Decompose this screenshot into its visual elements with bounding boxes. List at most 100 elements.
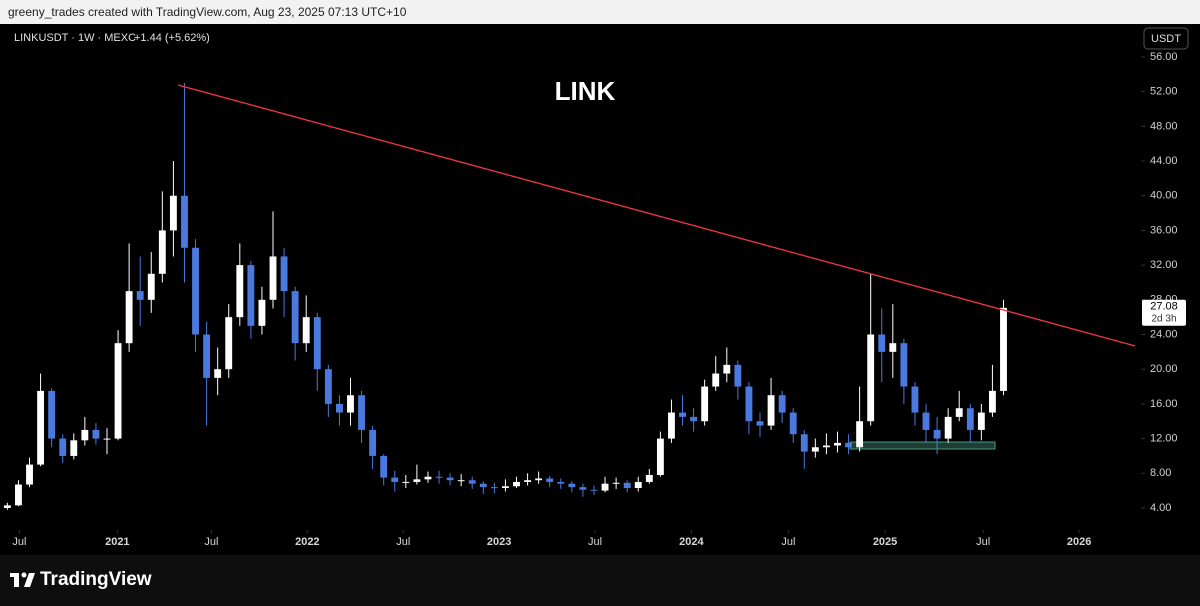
candle-body — [490, 487, 498, 489]
x-tick-label: 2022 — [295, 536, 319, 548]
candle-body — [524, 480, 532, 482]
currency-button[interactable] — [1143, 27, 1189, 50]
candle-body — [712, 373, 720, 387]
candle-body — [723, 364, 731, 374]
candle-body — [269, 256, 277, 300]
y-tick-label: 4.00 — [1150, 502, 1171, 514]
candle-body — [70, 440, 78, 456]
candle-body — [623, 482, 631, 489]
candle-body — [92, 429, 100, 439]
x-tick-label: 2021 — [105, 536, 129, 548]
candle-body — [435, 476, 443, 478]
candle-body — [656, 438, 664, 476]
candle-body — [225, 317, 233, 370]
y-tick-label: 20.00 — [1150, 363, 1178, 375]
candle-body — [988, 390, 996, 413]
candle-body — [103, 438, 111, 440]
x-tick-label: Jul — [204, 536, 218, 548]
change: +1.44 (+5.62%) — [134, 32, 210, 44]
currency[interactable]: USDT — [1151, 33, 1181, 45]
candle-body — [402, 481, 410, 483]
candle-body — [822, 445, 830, 448]
countdown: 2d 3h — [1151, 313, 1176, 324]
candle-body — [424, 476, 432, 480]
y-tick-label: 40.00 — [1150, 190, 1178, 202]
candle-body — [789, 412, 797, 435]
y-tick-label: 8.00 — [1150, 467, 1171, 479]
candle-body — [192, 247, 199, 335]
candle-body — [391, 477, 399, 482]
x-tick-label: Jul — [12, 536, 26, 548]
candle-body — [136, 291, 144, 300]
candle-body — [48, 390, 56, 439]
logo-part — [14, 573, 19, 587]
header-strip — [0, 0, 1200, 24]
candle-body — [679, 412, 686, 417]
candle-body — [668, 412, 675, 439]
candle-body — [169, 195, 177, 231]
x-tick-label: 2024 — [679, 536, 704, 548]
candle-body — [3, 505, 11, 508]
y-tick-label: 52.00 — [1150, 86, 1178, 98]
candle-body — [125, 291, 133, 344]
candle-body — [26, 464, 33, 485]
candle-body — [37, 390, 45, 465]
candle-body — [479, 483, 487, 488]
x-tick-label: Jul — [781, 536, 795, 548]
candle-body — [845, 442, 852, 448]
candle-body — [701, 386, 709, 422]
candle-body — [59, 438, 67, 456]
candle-body — [236, 265, 244, 318]
candle-body — [457, 480, 465, 482]
candle-body — [944, 416, 952, 439]
logo-part — [21, 572, 27, 578]
candle-body — [867, 334, 875, 422]
candle-body — [203, 334, 211, 378]
y-tick-label: 12.00 — [1150, 432, 1178, 444]
candle-body — [347, 395, 354, 413]
candle-body — [114, 343, 122, 439]
candle-body — [513, 481, 520, 487]
x-tick-label: Jul — [976, 536, 990, 548]
candle-body — [767, 395, 775, 426]
candle-body — [247, 265, 255, 326]
candle-body — [778, 395, 786, 413]
last-price: 27.08 — [1150, 301, 1178, 313]
candle-body — [634, 481, 642, 489]
y-tick-label: 24.00 — [1150, 328, 1178, 340]
brand: TradingView — [40, 569, 152, 590]
candle-body — [380, 455, 388, 478]
candle-body — [800, 434, 808, 452]
credit: greeny_trades created with TradingView.c… — [8, 5, 407, 19]
candle-body — [158, 230, 166, 274]
y-tick-label: 16.00 — [1150, 398, 1178, 410]
candle-body — [955, 408, 963, 417]
price-tag — [1142, 299, 1186, 326]
candle-body — [878, 334, 886, 352]
candle-body — [557, 481, 565, 484]
candle-body — [590, 489, 598, 491]
candle-body — [579, 487, 587, 490]
candle-body — [214, 369, 222, 378]
y-tick-label: 56.00 — [1150, 51, 1178, 63]
candle-body — [745, 386, 753, 422]
x-tick-label: Jul — [588, 536, 602, 548]
candle-body — [81, 429, 89, 441]
x-tick-label: Jul — [396, 536, 410, 548]
y-tick-label: 48.00 — [1150, 120, 1178, 132]
candle-body — [601, 483, 609, 491]
candle-body — [690, 416, 698, 422]
x-tick-label: 2025 — [873, 536, 897, 548]
candle-body — [413, 479, 421, 482]
candle-body — [502, 486, 509, 489]
candle-body — [280, 256, 288, 292]
support-zone — [849, 441, 996, 450]
brand-logo — [10, 572, 35, 587]
candle-body — [181, 195, 188, 248]
chart-title: LINK — [555, 76, 616, 106]
candle-body — [811, 447, 819, 452]
candle-body — [291, 291, 299, 344]
x-tick-label: 2026 — [1067, 536, 1091, 548]
